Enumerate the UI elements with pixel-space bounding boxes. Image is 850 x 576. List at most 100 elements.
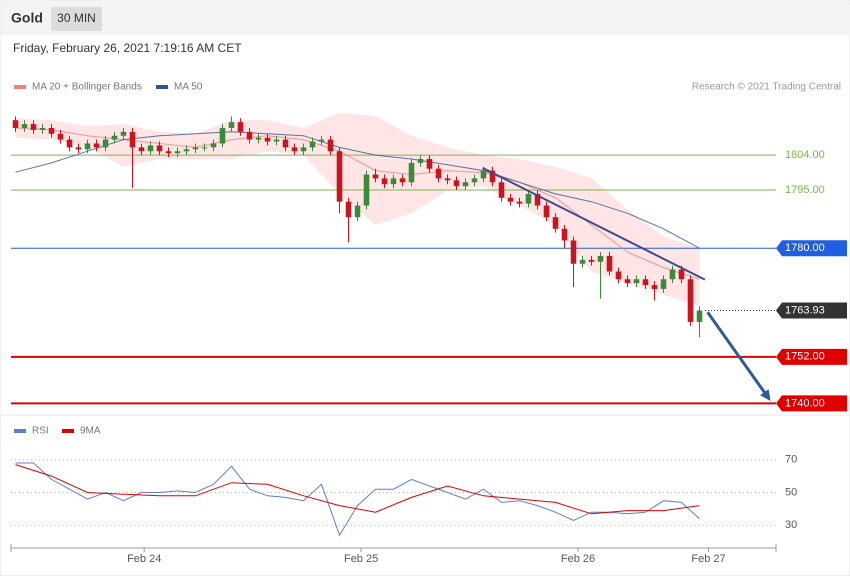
level-tag [776, 240, 847, 257]
x-tick-label: Feb 25 [344, 553, 378, 565]
timeframe-badge[interactable] [51, 7, 102, 31]
candle-body [678, 269, 685, 280]
legend-swatch [14, 85, 26, 89]
legend-swatch [62, 429, 74, 433]
candle-body [318, 139, 325, 142]
y-tick-label: 50 [785, 486, 797, 498]
candle-body [363, 174, 370, 206]
candle-body [372, 174, 379, 179]
candle-body [444, 178, 451, 181]
candle-body [111, 135, 118, 140]
x-tick-label: Feb 24 [127, 553, 161, 565]
candle-body [264, 137, 271, 142]
candle-body [534, 193, 541, 206]
legend-label: MA 20 + Bollinger Bands [32, 82, 142, 93]
candle-body [516, 201, 523, 204]
candle-body [237, 122, 244, 132]
candle-body [309, 141, 316, 148]
level-tag [776, 395, 847, 412]
candle-body [129, 131, 136, 148]
candle-body [408, 162, 415, 183]
candle-body [453, 180, 460, 187]
level-label: 1780.00 [785, 242, 825, 254]
candle-body [624, 279, 631, 284]
candle-body [498, 182, 505, 198]
candle-body [354, 205, 361, 218]
y-tick-label: 70 [785, 454, 797, 466]
timeframe[interactable]: 30 MIN [57, 11, 96, 25]
candle-body [597, 255, 604, 262]
candle-body [696, 310, 703, 322]
candle-body [570, 240, 577, 264]
candle-body [489, 170, 496, 183]
candle-body [147, 145, 154, 152]
subtitle: Friday, February 26, 2021 7:19:16 AM CET [13, 41, 242, 55]
candle-body [228, 122, 235, 128]
candle-body [255, 137, 262, 140]
candle-body [57, 133, 64, 140]
candle-body [174, 151, 181, 154]
candle-body [30, 124, 37, 130]
candle-body [183, 149, 190, 152]
candle-body [156, 145, 163, 152]
candle-body [165, 151, 172, 154]
header-bar [1, 1, 849, 35]
candle-body [93, 143, 100, 148]
candle-body [336, 151, 343, 202]
candle-body [201, 147, 208, 149]
candle-body [579, 259, 586, 264]
level-tag [776, 348, 847, 365]
x-tick-label: Feb 26 [561, 553, 595, 565]
level-label: 1752.00 [785, 351, 825, 363]
candle-body [588, 259, 595, 262]
candle-body [651, 285, 658, 289]
candle-body [48, 127, 55, 134]
candle-body [633, 279, 640, 284]
trendline [482, 167, 706, 281]
candle-body [381, 178, 388, 185]
legend-label: RSI [32, 426, 49, 437]
candle-body [282, 139, 289, 148]
x-tick-label: Feb 27 [691, 553, 725, 565]
candle-body [687, 279, 694, 322]
level-label: 1804.00 [785, 149, 825, 161]
candle-body [66, 139, 73, 148]
candle-body [39, 127, 46, 130]
candle-body [660, 279, 667, 289]
y-tick-label: 30 [785, 519, 797, 531]
candle-body [12, 120, 19, 128]
candle-body [426, 159, 433, 169]
candle-body [552, 217, 559, 229]
candle-body [75, 147, 82, 150]
legend-swatch [156, 85, 168, 89]
candle-body [300, 147, 307, 152]
candle-body [192, 147, 199, 150]
legend-label: MA 50 [174, 82, 203, 93]
level-tag [776, 302, 847, 319]
candle-body [480, 170, 487, 179]
candle-body [345, 201, 352, 218]
candle-body [120, 131, 127, 136]
candle-body [291, 147, 298, 152]
level-label: 1740.00 [785, 397, 825, 409]
candle-body [21, 124, 28, 128]
moving-average [15, 131, 700, 249]
candle-body [615, 271, 622, 280]
candle-body [246, 131, 253, 140]
level-label: 1795.00 [785, 184, 825, 196]
candle-body [417, 159, 424, 163]
candle-body [390, 178, 397, 185]
candle-body [471, 178, 478, 183]
bollinger-band [15, 112, 700, 307]
candle-body [507, 197, 514, 202]
candle-body [102, 139, 109, 148]
arrow-head [760, 389, 771, 402]
candle-body [525, 193, 532, 204]
projection-arrow [706, 311, 768, 396]
legend-swatch [14, 429, 26, 433]
candle-body [327, 139, 334, 152]
candle-body [435, 168, 442, 179]
candle-body [606, 255, 613, 272]
